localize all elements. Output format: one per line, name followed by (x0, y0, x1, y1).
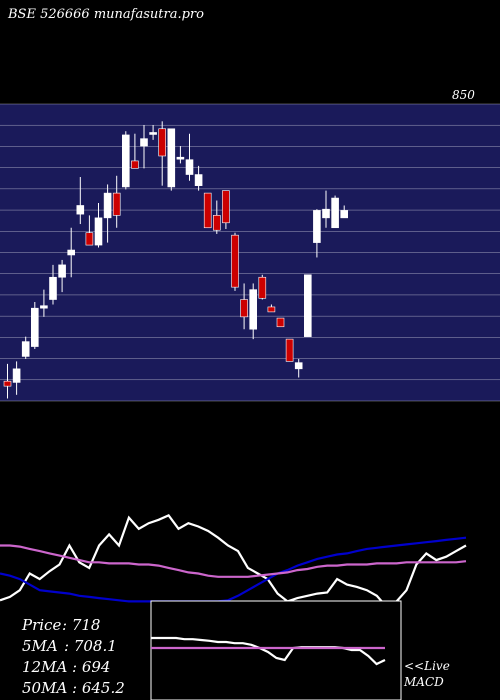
candle-body (276, 317, 285, 328)
ma12-value: : 694 (72, 658, 110, 676)
candle-body (258, 276, 267, 299)
candle-body (112, 192, 121, 216)
chart-title: BSE 526666 munafasutra.pro (7, 7, 204, 22)
candle-body (12, 368, 21, 383)
candle-body (194, 174, 203, 186)
stats-block: Price : 718 5MA : 708.1 12MA : 694 50MA … (21, 616, 125, 697)
candle-body (222, 190, 230, 224)
indicator-lines (0, 514, 467, 609)
candle-body (340, 210, 349, 219)
indicator-line (0, 544, 467, 578)
macd-panel (150, 600, 402, 700)
price-value: : 718 (62, 616, 100, 634)
candle-body (40, 305, 48, 309)
candle-body (203, 192, 212, 229)
candle-body (3, 380, 12, 387)
candle-body (85, 232, 94, 246)
candle-body (185, 159, 194, 175)
candle-body (58, 264, 66, 278)
candle-body (240, 299, 248, 318)
candle-body (30, 307, 39, 347)
price-label: Price (21, 616, 61, 634)
candle-body (176, 156, 185, 160)
candle-body (303, 274, 312, 337)
ma50-value: : 645.2 (72, 679, 125, 697)
candle-body (49, 276, 57, 300)
candle-body (76, 205, 85, 215)
candle-body (67, 249, 75, 256)
candle-body (103, 192, 112, 219)
candle-body (313, 210, 321, 243)
macd-label: MACD (403, 675, 444, 689)
live-link[interactable]: <<Live (404, 659, 450, 673)
candle-body (285, 338, 294, 362)
ma5-value: : 708.1 (64, 637, 117, 655)
candle-body (131, 160, 139, 169)
candle-body (249, 289, 257, 330)
candle-body (322, 208, 330, 219)
indicator-line (0, 536, 467, 603)
candle-body (231, 234, 239, 288)
candle-body (149, 132, 157, 135)
candle-body (140, 138, 148, 147)
tick-labels: 850 (452, 88, 475, 102)
y-tick-label: 850 (452, 88, 475, 102)
candle-body (294, 362, 303, 370)
candle-body (158, 128, 166, 157)
candle-body (267, 306, 276, 313)
ma12-label: 12MA (22, 658, 67, 676)
macd-lines (151, 636, 386, 666)
candle-body (167, 128, 176, 188)
ma5-label: 5MA (22, 637, 58, 655)
candle-body (213, 215, 221, 231)
ma50-label: 50MA (22, 679, 67, 697)
candle-body (122, 134, 130, 188)
candle-body (21, 341, 30, 357)
candle-body (331, 197, 339, 229)
candles (3, 121, 349, 399)
candle-body (94, 217, 103, 246)
